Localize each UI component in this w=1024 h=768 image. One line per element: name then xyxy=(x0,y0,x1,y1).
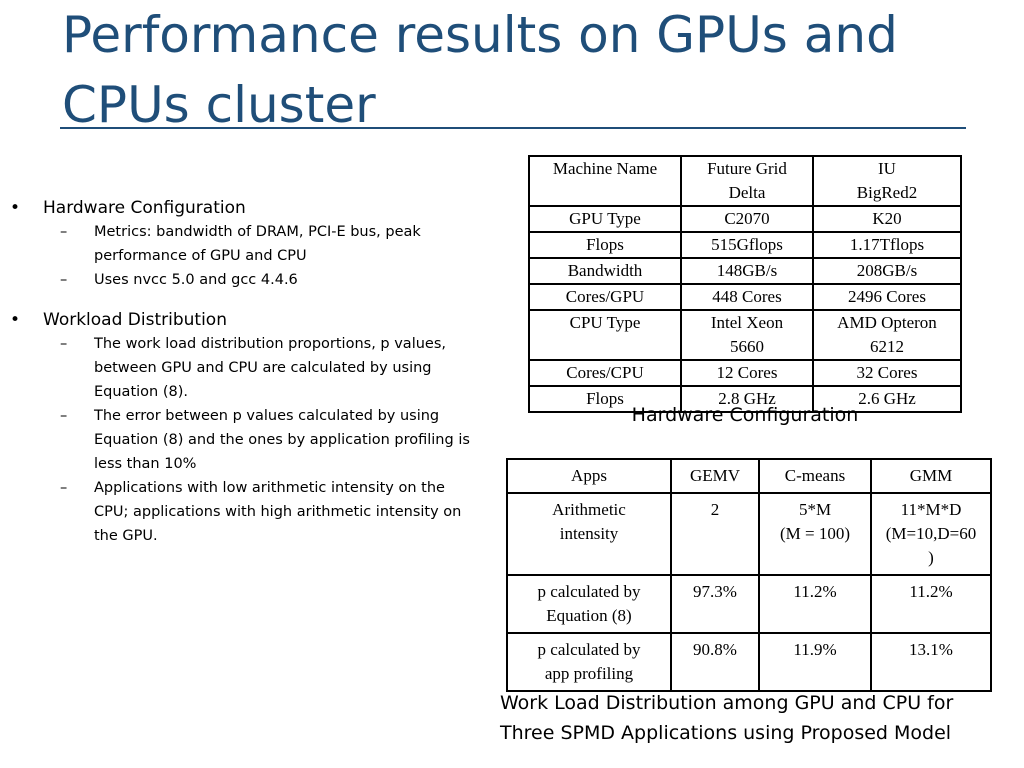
table-cell: Cores/CPU xyxy=(528,359,682,387)
table-cell: 97.3% xyxy=(670,574,760,634)
sub-bullet-marker: – xyxy=(60,480,68,496)
sub-bullet-marker: – xyxy=(60,224,68,240)
hardware-table-caption: Hardware Configuration xyxy=(631,404,859,426)
table-header-row: Apps GEMV C-means GMM xyxy=(506,458,992,494)
table-cell: Flops xyxy=(528,385,682,413)
sub-bullet-text: performance of GPU and CPU xyxy=(94,248,307,264)
caption-line-1: Work Load Distribution among GPU and CPU… xyxy=(500,692,954,714)
bullet-marker: • xyxy=(10,198,21,218)
table-row: p calculated by Equation (8) 97.3% 11.2% … xyxy=(506,574,992,634)
sub-bullet-compilers: – Uses nvcc 5.0 and gcc 4.4.6 xyxy=(10,268,510,292)
title-line-2: CPUs cluster xyxy=(62,76,376,134)
table-cell: 2.8 GHz xyxy=(680,385,814,413)
sub-bullet-text: CPU; applications with high arithmetic i… xyxy=(94,504,462,520)
table-row: Flops 2.8 GHz 2.6 GHz xyxy=(528,385,962,413)
table-cell: Cores/GPU xyxy=(528,283,682,311)
sub-bullet-marker: – xyxy=(60,336,68,352)
sub-bullet-text: The error between p values calculated by… xyxy=(94,408,440,424)
hardware-config-table: Machine Name Future Grid Delta IU BigRed2 … xyxy=(528,155,962,413)
sub-bullet-text: Equation (8). xyxy=(94,384,188,400)
table-cell: Intel Xeon 5660 xyxy=(680,309,814,361)
table-cell: p calculated by app profiling xyxy=(506,632,672,692)
sub-bullet-text: Metrics: bandwidth of DRAM, PCI-E bus, p… xyxy=(94,224,421,240)
bullet-hardware-label: Hardware Configuration xyxy=(43,198,246,218)
table-cell: 11.2% xyxy=(870,574,992,634)
table-row: Arithmetic intensity 2 5*M (M = 100) 11*M*… xyxy=(506,492,992,576)
sub-bullet-marker: – xyxy=(60,408,68,424)
table-cell: 11.2% xyxy=(758,574,872,634)
table-cell: 11*M*D (M=10,D=60) xyxy=(870,492,992,576)
sub-bullet-marker: – xyxy=(60,272,68,288)
title-line-1: Performance results on GPUs and xyxy=(62,6,898,64)
table-cell: 32 Cores xyxy=(812,359,962,387)
bullet-workload-label: Workload Distribution xyxy=(43,310,227,330)
table-cell: 2496 Cores xyxy=(812,283,962,311)
table-cell: p calculated by Equation (8) xyxy=(506,574,672,634)
workload-distribution-table: Apps GEMV C-means GMM Arithmetic intensit… xyxy=(506,458,992,692)
table-cell: AMD Opteron 6212 xyxy=(812,309,962,361)
bullet-workload: • Workload Distribution xyxy=(10,308,510,332)
table-cell: Flops xyxy=(528,231,682,259)
bullet-list: • Hardware Configuration – Metrics: bandwi… xyxy=(10,196,510,548)
table-cell: C2070 xyxy=(680,205,814,233)
table-header-cell: C-means xyxy=(758,458,872,494)
table-cell: 5*M (M = 100) xyxy=(758,492,872,576)
bullet-hardware: • Hardware Configuration xyxy=(10,196,510,220)
table-header-cell: GMM xyxy=(870,458,992,494)
table-row: GPU Type C2070 K20 xyxy=(528,205,962,233)
table-row: Cores/CPU 12 Cores 32 Cores xyxy=(528,359,962,387)
table-cell: 448 Cores xyxy=(680,283,814,311)
table-header-cell: IU BigRed2 xyxy=(812,155,962,207)
table-header-cell: GEMV xyxy=(670,458,760,494)
table-cell: 208GB/s xyxy=(812,257,962,285)
bullet-marker: • xyxy=(10,310,21,330)
table-cell: 11.9% xyxy=(758,632,872,692)
table-row: Cores/GPU 448 Cores 2496 Cores xyxy=(528,283,962,311)
caption-line-2: Three SPMD Applications using Proposed M… xyxy=(500,722,952,744)
sub-bullet-text: less than 10% xyxy=(94,456,197,472)
table-header-cell: Future Grid Delta xyxy=(680,155,814,207)
sub-bullet-text: Equation (8) and the ones by application… xyxy=(94,432,470,448)
sub-bullet-text: Applications with low arithmetic intensi… xyxy=(94,480,445,496)
sub-bullet-text: Uses nvcc 5.0 and gcc 4.4.6 xyxy=(94,272,298,288)
table-row: Flops 515Gflops 1.17Tflops xyxy=(528,231,962,259)
sub-bullet-metrics: – Metrics: bandwidth of DRAM, PCI-E bus, … xyxy=(10,220,510,268)
sub-bullet-text: the GPU. xyxy=(94,528,158,544)
table-header-cell: Apps xyxy=(506,458,672,494)
table-cell: K20 xyxy=(812,205,962,233)
slide-title: Performance results on GPUs and CPUs clu… xyxy=(62,0,962,140)
sub-bullet-proportions: – The work load distribution proportions,… xyxy=(10,332,510,404)
table-cell: CPU Type xyxy=(528,309,682,361)
table-row: p calculated by app profiling 90.8% 11.9%… xyxy=(506,632,992,692)
table-header-cell: Machine Name xyxy=(528,155,682,207)
table-cell: 148GB/s xyxy=(680,257,814,285)
table-cell: 515Gflops xyxy=(680,231,814,259)
title-divider xyxy=(60,127,966,129)
table-cell: 12 Cores xyxy=(680,359,814,387)
table-cell: 1.17Tflops xyxy=(812,231,962,259)
table-cell: 2.6 GHz xyxy=(812,385,962,413)
sub-bullet-intensity: – Applications with low arithmetic intens… xyxy=(10,476,510,548)
sub-bullet-text: The work load distribution proportions, … xyxy=(94,336,447,352)
sub-bullet-error: – The error between p values calculated b… xyxy=(10,404,510,476)
table-cell: Bandwidth xyxy=(528,257,682,285)
table-cell: 13.1% xyxy=(870,632,992,692)
workload-table-caption: Work Load Distribution among GPU and CPU… xyxy=(500,688,1020,748)
sub-bullet-text: between GPU and CPU are calculated by us… xyxy=(94,360,432,376)
table-row: CPU Type Intel Xeon 5660 AMD Opteron 6212 xyxy=(528,309,962,361)
table-cell: 90.8% xyxy=(670,632,760,692)
table-cell: 2 xyxy=(670,492,760,576)
table-row: Bandwidth 148GB/s 208GB/s xyxy=(528,257,962,285)
table-cell: Arithmetic intensity xyxy=(506,492,672,576)
table-header-row: Machine Name Future Grid Delta IU BigRed2 xyxy=(528,155,962,207)
table-cell: GPU Type xyxy=(528,205,682,233)
